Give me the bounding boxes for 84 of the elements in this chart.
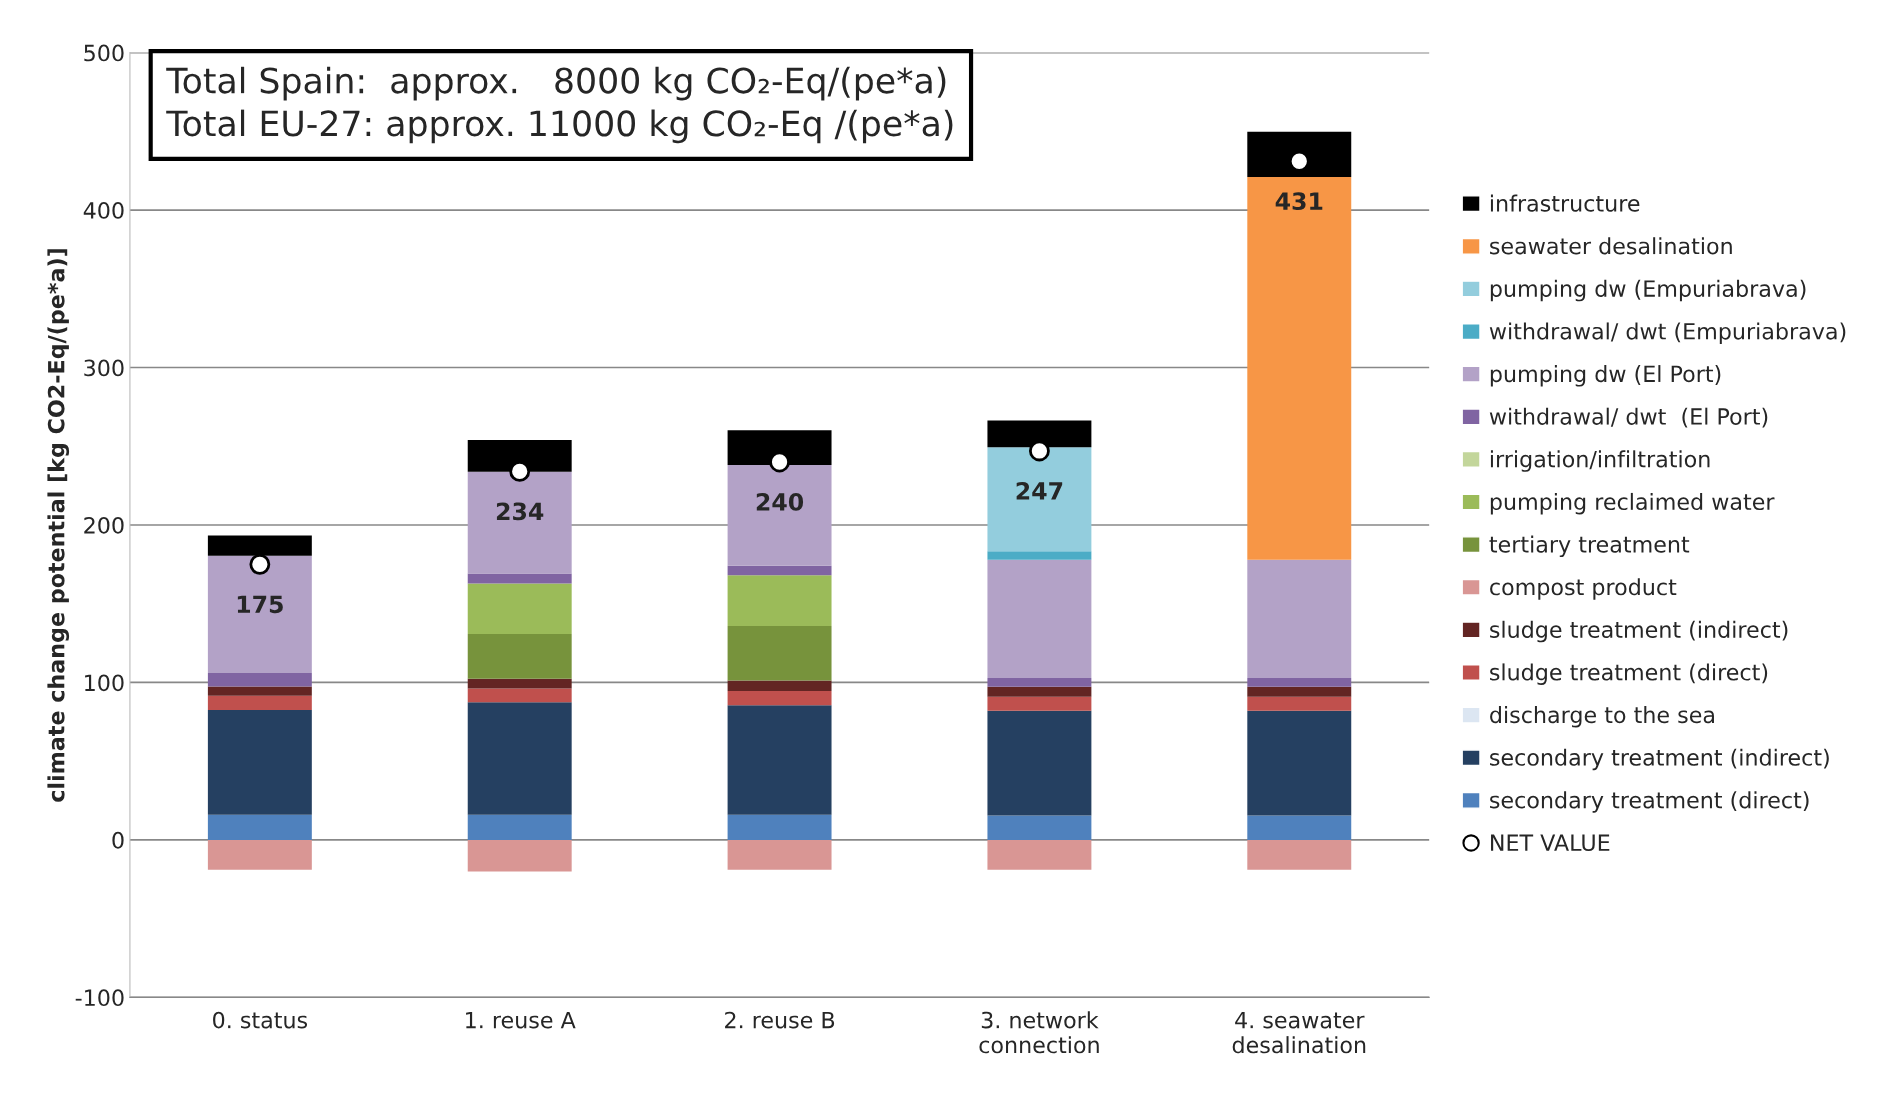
bar (727, 575, 832, 626)
y-tick-label: 200 (84, 516, 124, 534)
y-tick-label: -100 (75, 989, 124, 1007)
bar (1247, 677, 1352, 687)
point (249, 553, 271, 575)
legend-label: tertiary treatment (1489, 535, 1690, 558)
bar (987, 839, 1092, 870)
bar (1247, 696, 1352, 711)
x-tick-label: 3. network connection (979, 1011, 1099, 1054)
legend-label: pumping dw (Empuriabrava) (1490, 279, 1806, 302)
bar (987, 815, 1092, 840)
legend-label: irrigation/infiltration (1490, 450, 1710, 472)
bar (727, 565, 832, 576)
bar (727, 680, 832, 692)
y-tick-label: 100 (85, 674, 124, 692)
bar (727, 839, 832, 870)
bar (207, 814, 312, 840)
point (769, 451, 790, 473)
legend-label: compost product (1490, 578, 1677, 600)
legend-label: sludge treatment (indirect) (1490, 620, 1788, 643)
bar (467, 678, 572, 689)
legend-label: withdrawal/ dwt (Empuriabrava) (1489, 322, 1846, 344)
legend-label: pumping dw (El Port) (1490, 365, 1721, 387)
legend-label: seawater desalination (1490, 237, 1732, 255)
y-tick-label: 500 (84, 44, 124, 62)
bar (987, 710, 1092, 816)
bar (207, 710, 312, 815)
bar (1247, 686, 1352, 697)
bar (467, 471, 572, 574)
x-tick-label: 4. seawater desalination (1232, 1011, 1366, 1054)
bar (727, 691, 832, 706)
bar (467, 702, 572, 815)
bar (207, 686, 312, 696)
bar (1247, 131, 1352, 177)
data-label: 175 (237, 595, 283, 614)
y-tick-label: 300 (84, 359, 124, 377)
y-tick-label: 0 (112, 831, 124, 849)
bar (1247, 839, 1352, 870)
x-tick-label: 0. status (213, 1011, 308, 1029)
bar (987, 559, 1092, 678)
y-tick-label: 400 (83, 202, 124, 219)
x-tick-label: 1. reuse A (466, 1011, 576, 1029)
legend-label: infrastructure (1490, 194, 1640, 212)
bar (207, 555, 312, 673)
bar (987, 551, 1092, 560)
data-label: 234 (496, 502, 544, 521)
data-label: 431 (1275, 192, 1323, 211)
point (509, 461, 531, 482)
bar (727, 625, 832, 681)
bar (467, 634, 572, 679)
bar (1247, 710, 1352, 816)
bar (467, 839, 572, 872)
data-label: 247 (1016, 481, 1063, 500)
bar (207, 673, 312, 687)
bar (727, 814, 832, 840)
bar (1247, 815, 1352, 840)
bar (1247, 177, 1352, 560)
bar (1247, 559, 1352, 678)
bar (207, 695, 312, 710)
y-axis-title: climate change potential [kg CO2-Eq/(pe*a)] (47, 249, 70, 802)
bar (467, 583, 572, 635)
bar (467, 814, 572, 840)
bar (987, 686, 1092, 697)
legend-label: secondary treatment (indirect) (1490, 748, 1829, 771)
bar (987, 696, 1092, 711)
bar (467, 688, 572, 703)
legend-label: withdrawal/ dwt (El Port) (1489, 407, 1768, 428)
bar (207, 839, 312, 870)
bar (987, 447, 1092, 552)
point (1288, 150, 1310, 172)
annotation: Total EU-27: approx. 11000 kg CO₂-Eq /(pe*a) (166, 109, 953, 144)
data-label: 240 (756, 492, 804, 511)
legend-label: NET VALUE (1491, 834, 1610, 852)
bar (467, 573, 572, 584)
bar (727, 705, 832, 815)
bar (727, 464, 832, 566)
annotation: Total Spain: approx. 8000 kg CO₂-Eq/(pe*a) (166, 66, 946, 101)
x-tick-label: 2. reuse B (725, 1011, 835, 1029)
bar (987, 677, 1092, 687)
legend-label: sludge treatment (direct) (1490, 663, 1768, 685)
point (1029, 440, 1050, 462)
legend-label: pumping reclaimed water (1490, 492, 1775, 515)
legend-label: secondary treatment (direct) (1490, 791, 1809, 813)
legend-label: discharge to the sea (1490, 706, 1714, 728)
